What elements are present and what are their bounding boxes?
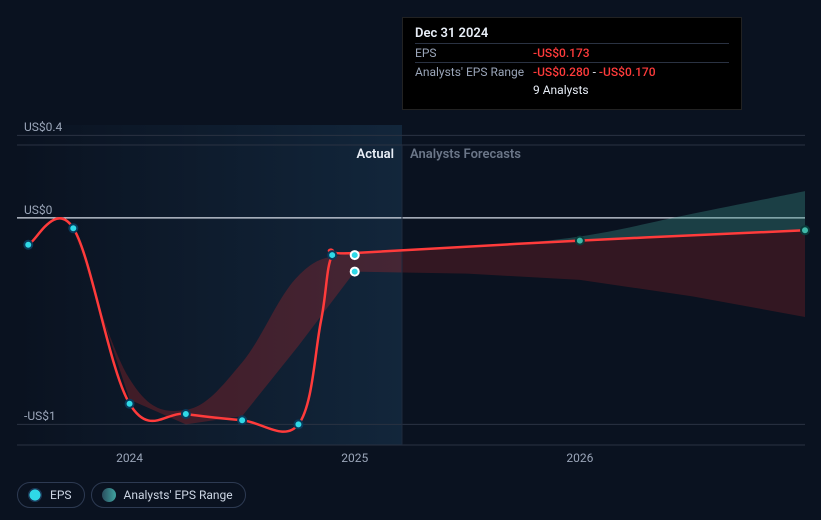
y-tick-label: US$0	[24, 203, 52, 217]
x-tick-label: 2026	[566, 451, 593, 465]
y-tick-label: US$0.4	[24, 120, 62, 134]
tooltip-row-range: Analysts' EPS Range -US$0.280 - -US$0.17…	[415, 62, 729, 81]
eps-chart: Actual Analysts Forecasts Dec 31 2024 EP…	[0, 0, 821, 520]
legend-dot-eps-icon	[28, 488, 42, 502]
tooltip-label: Analysts' EPS Range	[415, 65, 533, 79]
legend-label: EPS	[50, 488, 72, 502]
tooltip-range-low: -US$0.280	[533, 65, 590, 79]
region-label-actual: Actual	[17, 147, 394, 162]
legend-dot-range-icon	[102, 488, 116, 502]
tooltip-range-high: -US$0.170	[599, 65, 656, 79]
x-tick-label: 2024	[116, 451, 143, 465]
legend-label: Analysts' EPS Range	[124, 488, 233, 502]
legend-item-range[interactable]: Analysts' EPS Range	[91, 482, 246, 508]
tooltip-label: EPS	[415, 46, 533, 60]
chart-tooltip: Dec 31 2024 EPS -US$0.173 Analysts' EPS …	[402, 17, 742, 110]
tooltip-value: -US$0.280 - -US$0.170	[533, 65, 656, 79]
tooltip-label	[415, 83, 533, 97]
tooltip-value: 9 Analysts	[533, 83, 589, 97]
region-label-forecast: Analysts Forecasts	[410, 147, 521, 162]
x-tick-label: 2025	[341, 451, 368, 465]
tooltip-row-eps: EPS -US$0.173	[415, 43, 729, 62]
tooltip-date: Dec 31 2024	[415, 26, 729, 43]
chart-legend: EPS Analysts' EPS Range	[17, 482, 246, 508]
tooltip-row-analysts: 9 Analysts	[415, 81, 729, 99]
legend-item-eps[interactable]: EPS	[17, 482, 85, 508]
y-tick-label: -US$1	[24, 409, 56, 423]
tooltip-value: -US$0.173	[533, 46, 590, 60]
tooltip-range-sep: -	[590, 65, 599, 79]
